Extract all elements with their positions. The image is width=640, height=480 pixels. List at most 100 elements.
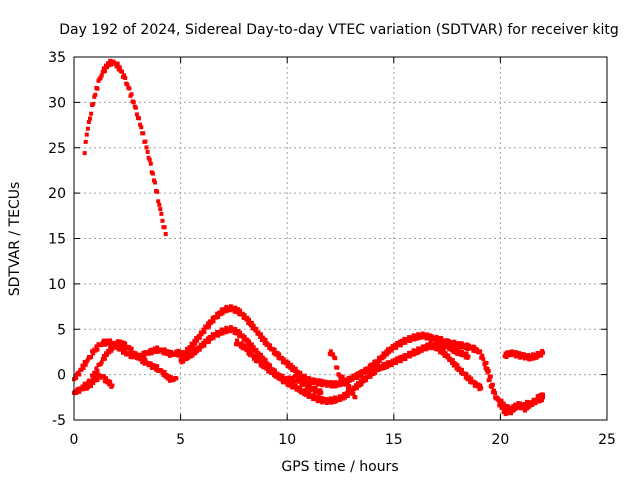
data-point	[220, 331, 225, 336]
series-track	[82, 58, 168, 236]
data-point	[344, 391, 349, 395]
data-point	[338, 383, 343, 388]
data-point	[98, 75, 103, 80]
data-point	[228, 325, 233, 330]
data-point	[479, 386, 484, 391]
data-point	[493, 391, 498, 396]
data-point	[91, 351, 96, 356]
data-point	[377, 367, 382, 372]
data-point	[257, 358, 262, 363]
data-point	[238, 330, 242, 335]
data-point	[254, 347, 259, 352]
data-point	[359, 373, 364, 378]
data-point	[384, 349, 389, 354]
data-point	[163, 351, 168, 356]
data-point	[77, 389, 82, 394]
data-point	[85, 357, 90, 362]
data-point	[202, 343, 207, 348]
data-point	[330, 396, 335, 401]
data-point	[201, 340, 206, 345]
data-point	[511, 352, 516, 357]
data-point	[429, 342, 434, 347]
data-point	[107, 350, 112, 355]
data-point	[291, 382, 295, 387]
data-point	[131, 100, 136, 105]
data-point	[379, 364, 384, 369]
grid	[74, 57, 607, 420]
data-point	[95, 368, 100, 373]
data-point	[533, 353, 538, 358]
data-point	[458, 345, 463, 350]
data-point	[297, 373, 302, 378]
data-point	[160, 371, 165, 375]
data-point	[340, 375, 345, 379]
data-point	[324, 383, 329, 388]
data-point	[144, 145, 149, 150]
data-point	[77, 372, 82, 377]
data-point	[426, 346, 431, 350]
data-point	[377, 358, 382, 363]
data-point	[137, 353, 141, 358]
data-point	[386, 350, 391, 355]
data-point	[495, 395, 500, 400]
data-point	[417, 335, 422, 340]
x-tick-label: 5	[176, 432, 185, 448]
data-point	[141, 131, 146, 136]
data-point	[510, 349, 514, 354]
data-point	[141, 350, 146, 355]
data-point	[343, 395, 348, 400]
data-point	[450, 358, 455, 363]
data-point	[95, 378, 100, 382]
data-point	[101, 354, 106, 358]
data-point	[258, 335, 263, 339]
data-point	[93, 371, 98, 376]
data-point	[511, 408, 516, 413]
data-point	[531, 356, 536, 361]
data-point	[90, 349, 95, 354]
data-point	[74, 391, 79, 396]
data-point	[114, 344, 119, 348]
data-point	[538, 351, 543, 356]
x-axis-label: GPS time / hours	[281, 459, 398, 475]
data-point	[100, 357, 105, 362]
data-point	[464, 372, 469, 377]
data-point	[420, 331, 425, 336]
data-point	[281, 357, 286, 362]
data-point	[147, 157, 152, 162]
data-point	[127, 345, 132, 350]
data-point	[216, 333, 221, 338]
data-point	[426, 336, 431, 341]
data-point	[161, 373, 166, 378]
data-point	[412, 352, 417, 357]
data-point	[527, 357, 532, 362]
data-point	[291, 378, 296, 383]
data-point	[108, 338, 113, 343]
data-point	[441, 348, 446, 353]
data-point	[114, 64, 119, 69]
data-point	[110, 346, 115, 351]
data-point	[150, 171, 155, 176]
data-point	[337, 373, 342, 378]
data-point	[274, 371, 279, 376]
data-point	[382, 354, 387, 359]
data-point	[319, 390, 324, 395]
data-point	[434, 334, 439, 339]
data-point	[160, 218, 165, 223]
data-point	[293, 366, 298, 371]
data-point	[355, 371, 360, 376]
data-point	[89, 383, 94, 388]
data-point	[412, 337, 417, 342]
data-point	[521, 404, 526, 409]
data-point	[354, 383, 358, 388]
data-point	[242, 344, 247, 348]
data-point	[331, 352, 335, 357]
data-point	[211, 319, 216, 324]
data-point	[263, 338, 268, 342]
data-point	[307, 383, 312, 388]
data-point	[313, 397, 318, 402]
data-point	[460, 349, 464, 354]
data-point	[81, 365, 86, 370]
data-point	[105, 341, 109, 346]
data-point	[85, 126, 90, 131]
data-point	[513, 406, 518, 411]
